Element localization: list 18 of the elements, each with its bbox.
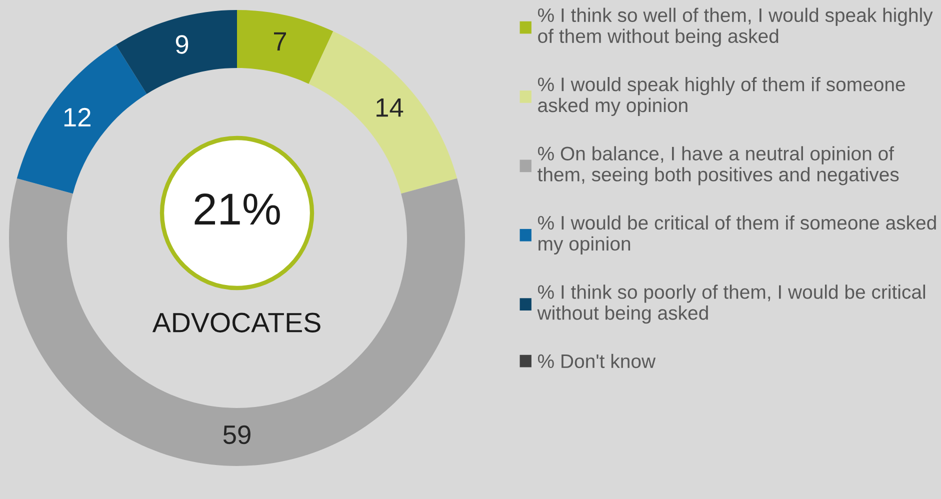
text: ADVOCATES bbox=[152, 312, 320, 332]
legend-label: % I would be critical of them if someone asked my opinion bbox=[538, 215, 936, 254]
data-label: 14 bbox=[376, 98, 404, 117]
data-label: 9 bbox=[176, 35, 188, 54]
data-label: 7 bbox=[274, 32, 286, 51]
legend-label: % I think so well of them, I would speak highly of them without being asked bbox=[538, 8, 933, 47]
donut-slice bbox=[237, 10, 334, 84]
donut-slice bbox=[16, 44, 147, 194]
legend-label: % On balance, I have a neutral opinion of them, seeing both positives and negatives bbox=[538, 146, 899, 186]
text: 21% bbox=[194, 193, 280, 225]
data-label: 12 bbox=[64, 108, 90, 126]
legend-label: % I think so poorly of them, I would be critical without being asked bbox=[537, 284, 926, 324]
donut-slice bbox=[116, 10, 237, 94]
donut-slice bbox=[9, 178, 465, 466]
donut-slice bbox=[308, 31, 458, 194]
legend-label: % I would speak highly of them if someone asked my opinion bbox=[538, 76, 905, 116]
data-label: 59 bbox=[223, 425, 250, 444]
legend-label: % Don't know bbox=[538, 354, 656, 368]
